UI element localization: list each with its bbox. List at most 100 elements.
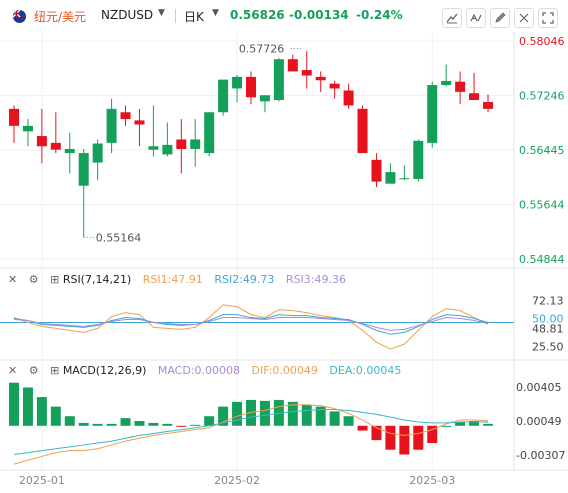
macd-legend: ✕ ⚙ ⊞ MACD(12,26,9) MACD:0.00008 DIF:0.0…	[8, 364, 401, 377]
candle-body	[413, 140, 424, 179]
candle-body	[371, 159, 382, 182]
candle-body	[273, 59, 284, 101]
rsi3-value: RSI3:49.36	[285, 273, 346, 286]
price-tick-label: 0.58046	[519, 35, 565, 48]
candle-body	[120, 112, 131, 120]
high-annotation: 0.57726	[239, 42, 285, 55]
candle-body	[399, 178, 410, 180]
dea-value: DEA:0.00045	[329, 364, 402, 377]
rsi2-value: RSI2:49.73	[214, 273, 275, 286]
macd-tick-label: 0.00405	[516, 381, 562, 394]
chevron-down-icon[interactable]: ▼	[212, 8, 219, 18]
expand-icon[interactable]: ⊞	[50, 364, 60, 377]
macd-series-line	[13, 404, 489, 465]
macd-value: MACD:0.00008	[157, 364, 241, 377]
candle-body	[218, 79, 229, 113]
macd-histogram-bar	[148, 422, 159, 426]
time-tick-label: 2025-02	[214, 474, 260, 487]
candle-body	[50, 142, 61, 150]
price-tick-label: 0.56445	[519, 144, 565, 157]
candle-body	[483, 102, 493, 109]
macd-title[interactable]: MACD(12,26,9)	[62, 364, 147, 377]
candle-body	[148, 146, 159, 150]
macd-histogram-bar	[427, 425, 438, 444]
candle-body	[455, 81, 466, 92]
chevron-down-icon[interactable]: ▼	[158, 8, 165, 18]
macd-histogram-bar	[218, 406, 229, 426]
macd-histogram-bar	[483, 423, 493, 426]
candle-body	[106, 108, 117, 143]
time-tick-label: 2025-03	[409, 474, 455, 487]
candle-body	[204, 112, 215, 154]
macd-histogram-bar	[469, 421, 480, 426]
macd-histogram-bar	[176, 425, 187, 427]
macd-histogram-bar	[22, 387, 33, 426]
candle-body	[246, 76, 256, 98]
candle-body	[329, 83, 340, 89]
time-tick-label: 2025-01	[19, 474, 65, 487]
close-icon[interactable]: ✕	[8, 364, 18, 377]
rsi-series-line	[13, 304, 489, 350]
candle-body	[343, 90, 354, 106]
candle-body	[385, 172, 396, 184]
macd-histogram-bar	[232, 401, 243, 426]
measure-icon[interactable]	[466, 8, 486, 28]
macd-histogram-bar	[357, 425, 368, 431]
candle-body	[36, 136, 47, 147]
rsi-tick-label: 25.50	[532, 341, 564, 354]
candle-body	[427, 85, 438, 143]
fullscreen-icon[interactable]	[538, 8, 558, 28]
macd-tick-label: -0.00307	[516, 449, 565, 462]
symbol-selector[interactable]: NZDUSD	[101, 8, 154, 22]
price-change: -0.00134	[289, 8, 349, 22]
close-icon[interactable]: ✕	[8, 273, 18, 286]
candle-body	[287, 59, 298, 72]
rsi-tick-label: 72.13	[532, 295, 564, 308]
candle-body	[22, 125, 33, 132]
candle-body	[357, 108, 368, 154]
eye-off-icon[interactable]	[514, 8, 534, 28]
candle-body	[9, 108, 19, 126]
expand-icon[interactable]: ⊞	[50, 273, 60, 286]
macd-histogram-bar	[287, 401, 298, 426]
price-tick-label: 0.57246	[519, 90, 565, 103]
candle-body	[315, 76, 326, 81]
candle-body	[469, 93, 480, 101]
macd-histogram-bar	[329, 411, 340, 426]
candle-body	[134, 120, 145, 125]
dif-value: DIF:0.00049	[251, 364, 318, 377]
nz-flag-icon	[13, 10, 26, 23]
candle-body	[92, 143, 103, 163]
macd-histogram-bar	[36, 397, 47, 426]
macd-histogram-bar	[385, 425, 396, 450]
rsi-tick-label: 48.81	[532, 323, 564, 336]
candle-body	[232, 76, 243, 89]
macd-histogram-bar	[301, 404, 312, 426]
low-annotation: 0.55164	[96, 231, 141, 244]
price-change-pct: -0.24%	[356, 8, 403, 22]
price-tick-label: 0.55644	[519, 198, 565, 211]
edit-icon[interactable]	[490, 8, 510, 28]
macd-histogram-bar	[315, 406, 326, 426]
rsi-title[interactable]: RSI(7,14,21)	[62, 273, 132, 286]
candle-body	[78, 153, 89, 186]
macd-histogram-bar	[413, 425, 424, 450]
macd-histogram-bar	[371, 425, 382, 441]
settings-icon[interactable]: ⚙	[28, 273, 39, 286]
timeframe-selector[interactable]: 日K	[184, 10, 204, 24]
trend-icon[interactable]	[442, 8, 462, 28]
candle-body	[259, 95, 270, 102]
pair-name[interactable]: 纽元/美元	[34, 10, 87, 24]
macd-histogram-bar	[64, 416, 75, 426]
settings-icon[interactable]: ⚙	[28, 364, 39, 377]
last-price: 0.56826	[230, 8, 285, 22]
rsi-series-line	[13, 314, 489, 335]
candle-body	[162, 144, 173, 155]
macd-histogram-bar	[204, 416, 215, 426]
macd-histogram-bar	[78, 422, 89, 426]
macd-histogram-bar	[343, 416, 354, 426]
rsi-tick-label: 50.00	[532, 312, 564, 325]
macd-histogram-bar	[134, 421, 145, 426]
macd-histogram-bar	[259, 400, 270, 426]
